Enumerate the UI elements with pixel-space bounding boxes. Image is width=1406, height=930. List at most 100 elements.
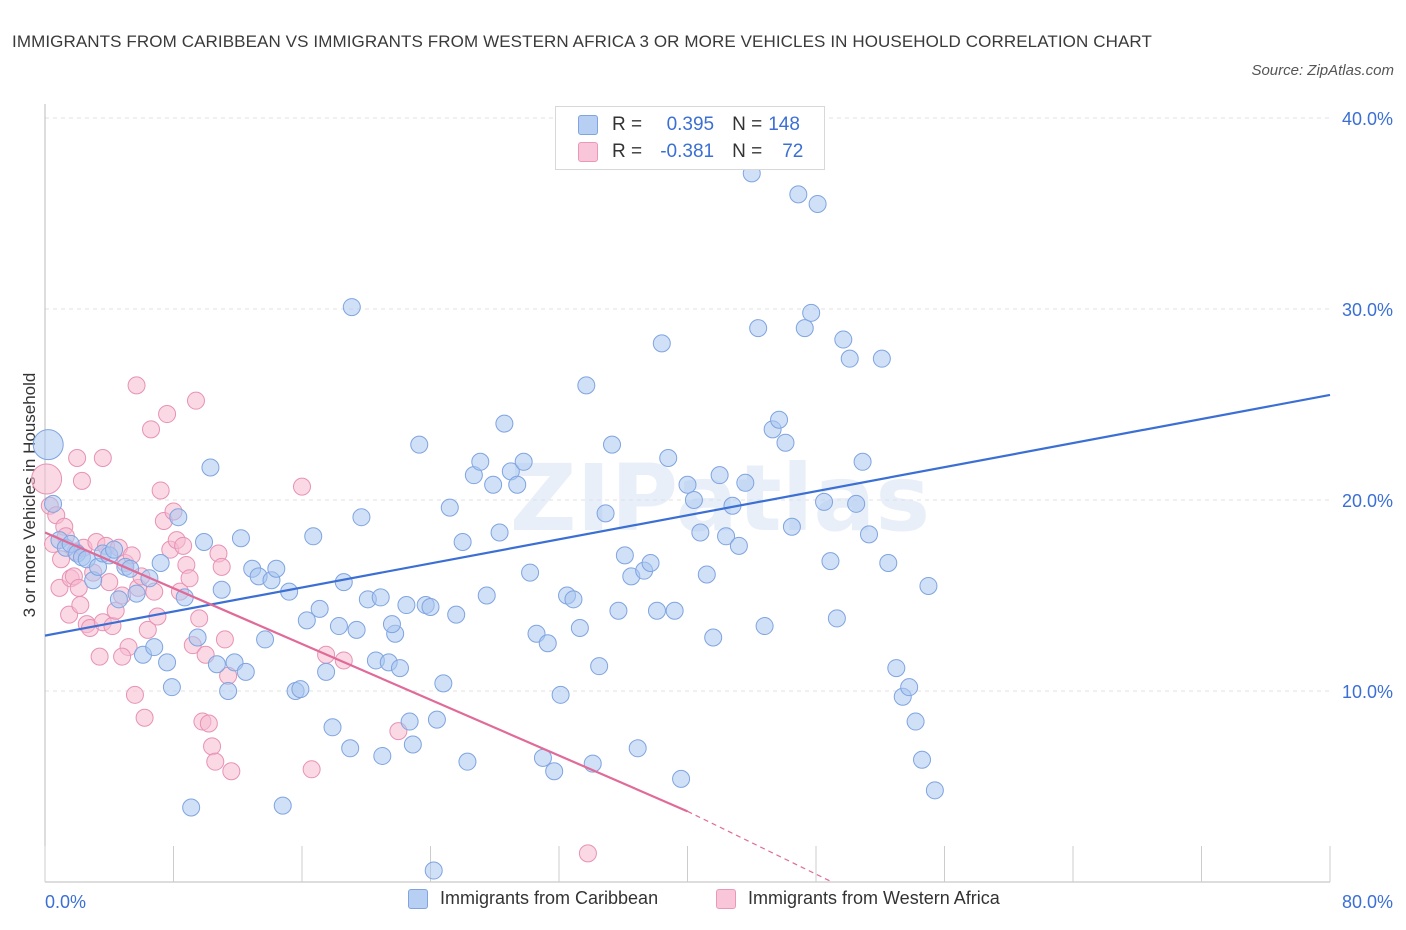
legend-r-value: 0.395 xyxy=(666,114,715,135)
data-point xyxy=(678,475,697,494)
y-tick-label: 30.0% xyxy=(1342,300,1393,320)
data-point xyxy=(736,473,755,492)
data-point xyxy=(471,452,490,471)
y-tick-label: 40.0% xyxy=(1342,109,1393,129)
data-point xyxy=(925,781,944,800)
data-point xyxy=(755,617,774,636)
data-point xyxy=(180,569,199,588)
data-point xyxy=(44,494,63,513)
data-point xyxy=(105,540,124,559)
y-tick-label: 20.0% xyxy=(1342,491,1393,511)
data-point xyxy=(770,410,789,429)
legend-r-value: -0.381 xyxy=(660,141,715,162)
legend-n-label: N = xyxy=(732,141,763,162)
data-point xyxy=(906,712,925,731)
data-point xyxy=(341,739,360,758)
trend-line-western-africa-extension xyxy=(687,810,833,883)
legend-n-value: 148 xyxy=(768,114,800,135)
data-point xyxy=(310,599,329,618)
data-point xyxy=(352,508,371,527)
data-point xyxy=(447,605,466,624)
legend-n-label: N = xyxy=(732,114,763,135)
data-point xyxy=(477,586,496,605)
data-point xyxy=(551,685,570,704)
data-point xyxy=(190,609,209,628)
data-point xyxy=(151,554,170,573)
data-point xyxy=(109,590,128,609)
data-point xyxy=(90,647,109,666)
data-point xyxy=(808,194,827,213)
data-point xyxy=(538,634,557,653)
legend-swatch-blue xyxy=(578,115,598,135)
data-point xyxy=(578,844,597,863)
data-point xyxy=(334,573,353,592)
legend-label-western-africa: Immigrants from Western Africa xyxy=(748,888,1000,908)
data-point xyxy=(347,620,366,639)
data-point xyxy=(145,638,164,657)
data-point xyxy=(267,559,286,578)
data-point xyxy=(647,601,666,620)
data-point xyxy=(847,494,866,513)
data-point xyxy=(577,376,596,395)
data-point xyxy=(231,529,250,548)
data-point xyxy=(596,504,615,523)
legend-item-caribbean[interactable]: Immigrants from Caribbean xyxy=(408,888,658,909)
data-point xyxy=(93,448,112,467)
data-point xyxy=(484,475,503,494)
data-point xyxy=(329,617,348,636)
data-point xyxy=(293,477,311,496)
data-point xyxy=(665,601,684,620)
data-point xyxy=(853,452,872,471)
data-point xyxy=(710,466,729,485)
data-point xyxy=(564,590,583,609)
data-point xyxy=(815,492,834,511)
data-point xyxy=(31,463,63,495)
data-point xyxy=(297,611,316,630)
data-point xyxy=(100,573,119,592)
legend-row-western-africa: R = -0.381 N = 72 xyxy=(578,139,803,165)
data-point xyxy=(704,628,723,647)
x-tick-label: 80.0% xyxy=(1342,892,1393,912)
data-point xyxy=(508,475,527,494)
data-point xyxy=(151,481,170,500)
data-point xyxy=(158,653,177,672)
data-point xyxy=(291,680,310,699)
data-point xyxy=(142,420,161,439)
data-point xyxy=(919,576,938,595)
data-point xyxy=(697,565,716,584)
data-point xyxy=(135,708,154,727)
data-point xyxy=(273,796,292,815)
legend-item-western-africa[interactable]: Immigrants from Western Africa xyxy=(716,888,1000,909)
data-point xyxy=(113,647,132,666)
source-label: Source: ZipAtlas.com xyxy=(1251,62,1394,79)
data-point xyxy=(71,596,90,615)
data-point xyxy=(222,762,241,781)
data-point xyxy=(256,630,275,649)
data-point xyxy=(458,752,477,771)
data-point xyxy=(410,435,429,454)
data-point xyxy=(421,597,440,616)
data-point xyxy=(162,678,181,697)
legend-swatch-pink xyxy=(716,888,736,909)
legend-r-label: R = xyxy=(612,141,643,162)
data-point xyxy=(127,584,146,603)
data-point xyxy=(403,735,422,754)
data-point xyxy=(201,458,220,477)
data-point xyxy=(684,491,703,509)
data-point xyxy=(603,435,622,454)
data-point xyxy=(304,527,323,546)
data-point xyxy=(317,662,336,681)
data-point xyxy=(188,628,207,647)
data-point xyxy=(373,746,392,765)
data-point xyxy=(68,448,87,467)
data-point xyxy=(776,433,795,452)
data-point xyxy=(440,498,459,517)
data-point xyxy=(827,609,846,628)
data-point xyxy=(323,718,342,737)
data-point xyxy=(834,330,853,349)
data-point xyxy=(182,798,201,817)
data-point xyxy=(427,710,446,729)
data-point xyxy=(782,517,801,536)
trend-lines xyxy=(44,393,1331,883)
